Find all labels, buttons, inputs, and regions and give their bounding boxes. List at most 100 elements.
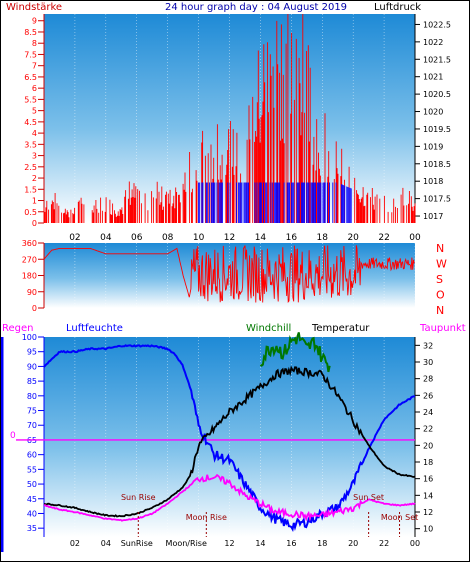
y-tick-label-right: 1021	[423, 73, 443, 82]
y-tick-label-left: 360	[22, 239, 37, 248]
y-tick-label-left: 8	[32, 39, 37, 48]
x-tick-label: 02	[69, 233, 80, 243]
x-tick-label: 18	[317, 233, 329, 243]
y-tick-label-left: 70	[27, 421, 37, 430]
x-tick-label: SunRise	[121, 539, 153, 548]
y-tick-label-left: 75	[27, 407, 37, 416]
event-label: Moon Rise	[186, 513, 227, 522]
y-tick-label-left: 6	[32, 84, 37, 93]
y-tick-label-left: 6.5	[24, 73, 37, 82]
chart-left-title: Windstärke	[6, 2, 62, 13]
legend-windchill: Windchill	[246, 323, 291, 334]
y-tick-label-right: 1021.5	[423, 55, 451, 64]
y-tick-label-left: 3	[32, 152, 37, 161]
legend-dewpoint: Taupunkt	[419, 323, 466, 334]
y-tick-label-left: 5	[32, 107, 37, 116]
y-tick-label-left: 1.5	[24, 185, 37, 194]
y-tick-label-left: 4	[32, 129, 37, 138]
y-tick-label-right: 1020.5	[423, 90, 451, 99]
x-tick-label: 20	[347, 233, 359, 243]
x-tick-label: 00	[409, 233, 421, 243]
x-tick-label: 02	[70, 539, 80, 548]
y-tick-label-right: 30	[423, 358, 433, 367]
y-tick-label-right: 28	[423, 375, 433, 384]
x-tick-label: 14	[255, 539, 265, 548]
y-tick-label-left: 2	[32, 174, 37, 183]
y-tick-label-right: 24	[423, 408, 433, 417]
y-tick-label-left: 55	[27, 465, 37, 474]
chart-title: 24 hour graph day : 04 August 2019	[165, 2, 347, 13]
x-tick-label: 04	[100, 233, 112, 243]
x-tick-label: 06	[131, 233, 143, 243]
x-tick-label: 00	[410, 539, 420, 548]
x-tick-label: 12	[224, 539, 234, 548]
series-gust-spikes	[198, 182, 352, 223]
x-tick-label: 22	[379, 539, 389, 548]
event-label: Moon Set	[381, 513, 418, 522]
y-tick-label-right: 26	[423, 391, 433, 400]
compass-label: N	[436, 304, 444, 317]
y-tick-label-right: 1019	[423, 142, 443, 151]
y-tick-label-left: 8.5	[24, 28, 37, 37]
y-tick-label-left: 270	[22, 255, 37, 264]
x-tick-label: 18	[317, 539, 327, 548]
y-tick-label-right: 18	[423, 458, 433, 467]
y-tick-label-left: 45	[27, 495, 37, 504]
y-tick-label-left: 95	[27, 348, 37, 357]
y-tick-label-left: 90	[27, 288, 37, 297]
y-tick-label-left: 5.5	[24, 95, 37, 104]
legend-temperature: Temperatur	[311, 323, 370, 334]
y-tick-label-left: 100	[22, 333, 37, 342]
y-tick-label-right: 20	[423, 441, 433, 450]
rain-zero-label: 0	[10, 431, 16, 441]
y-tick-label-right: 16	[423, 475, 433, 484]
y-tick-label-left: 180	[22, 272, 37, 281]
x-tick-label: 14	[255, 233, 267, 243]
y-tick-label-right: 14	[423, 491, 433, 500]
compass-label: N	[436, 242, 444, 255]
legend-humidity: Luftfeuchte	[66, 323, 123, 334]
x-tick-label: Moon/Rise	[166, 539, 207, 548]
y-tick-label-left: 90	[27, 362, 37, 371]
x-tick-label: 16	[286, 539, 296, 548]
wind-pressure-chart: 00.511.522.533.544.555.566.577.588.59101…	[24, 14, 451, 243]
y-tick-label-left: 1	[32, 197, 37, 206]
x-tick-label: 22	[378, 233, 389, 243]
y-tick-label-left: 7	[32, 62, 37, 71]
compass-label: O	[436, 289, 445, 302]
x-tick-label: 12	[224, 233, 235, 243]
compass-label: W	[436, 258, 447, 271]
y-tick-label-left: 0.5	[24, 208, 37, 217]
y-tick-label-left: 35	[27, 524, 37, 533]
y-tick-label-right: 12	[423, 508, 433, 517]
y-tick-label-left: 40	[27, 509, 37, 518]
x-tick-label: 20	[348, 539, 358, 548]
x-tick-label: 16	[286, 233, 298, 243]
compass-label: S	[436, 273, 443, 286]
y-tick-label-left: 80	[27, 392, 37, 401]
y-tick-label-left: 85	[27, 377, 37, 386]
legend-rain: Regen	[2, 323, 34, 334]
event-label: Sun Set	[353, 493, 384, 502]
y-tick-label-right: 1017	[423, 212, 443, 221]
series-wind-direction	[43, 245, 415, 303]
x-tick-label: 08	[162, 233, 174, 243]
y-tick-label-right: 1022.5	[423, 20, 451, 29]
y-tick-label-left: 0	[32, 219, 37, 228]
y-tick-label-right: 1022	[423, 38, 443, 47]
series-wind-spikes	[43, 14, 416, 223]
y-tick-label-right: 1019.5	[423, 125, 451, 134]
series-humidity-line	[43, 344, 416, 532]
y-tick-label-right: 32	[423, 341, 433, 350]
y-tick-label-left: 60	[27, 451, 37, 460]
y-tick-label-left: 2.5	[24, 163, 37, 172]
y-tick-label-left: 50	[27, 480, 37, 489]
y-tick-label-right: 1020	[423, 108, 443, 117]
y-tick-label-right: 1018	[423, 177, 443, 186]
series-temperature-line	[43, 365, 416, 518]
series-dewpoint-line	[43, 473, 416, 522]
y-tick-label-left: 3.5	[24, 140, 37, 149]
y-tick-label-right: 22	[423, 425, 433, 434]
